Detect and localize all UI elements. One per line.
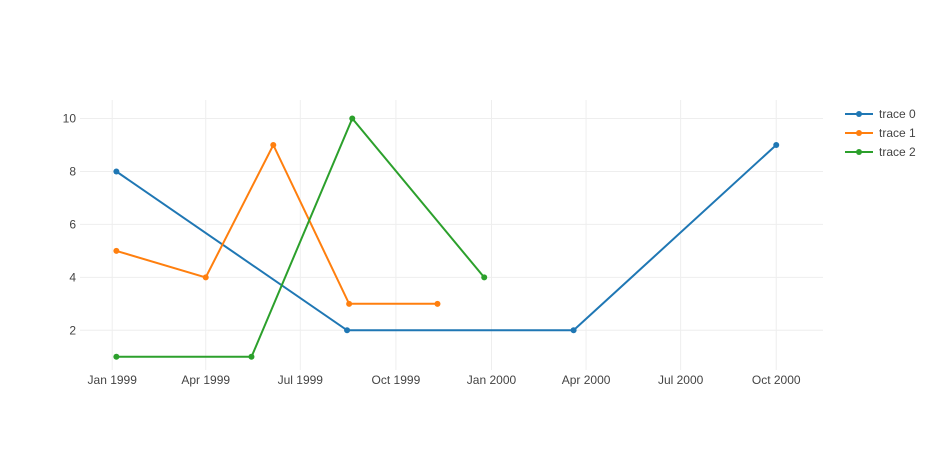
x-tick-label: Oct 2000 xyxy=(752,373,801,387)
legend-label: trace 1 xyxy=(879,126,916,140)
data-point xyxy=(248,353,255,360)
x-tick-label: Oct 1999 xyxy=(372,373,421,387)
data-point xyxy=(570,327,577,334)
data-point xyxy=(113,247,120,254)
legend[interactable]: trace 0 trace 1 trace 2 xyxy=(845,107,916,159)
data-point xyxy=(113,168,120,175)
x-tick-label: Apr 1999 xyxy=(181,373,230,387)
y-tick-label: 10 xyxy=(63,112,77,126)
data-point xyxy=(270,142,277,148)
x-tick-label: Jul 1999 xyxy=(278,373,324,387)
data-point xyxy=(434,300,441,307)
data-point xyxy=(349,115,356,122)
legend-label: trace 2 xyxy=(879,145,916,159)
legend-label: trace 0 xyxy=(879,107,916,121)
legend-item[interactable]: trace 0 xyxy=(845,107,916,121)
legend-item[interactable]: trace 1 xyxy=(845,126,916,140)
legend-swatch-marker xyxy=(856,111,862,117)
series-1 xyxy=(113,142,441,307)
series-2 xyxy=(113,115,488,360)
legend-swatch-marker xyxy=(856,149,862,155)
data-point xyxy=(346,300,353,307)
plot-area xyxy=(113,115,780,360)
x-tick-label: Apr 2000 xyxy=(562,373,611,387)
legend-item[interactable]: trace 2 xyxy=(845,145,916,159)
y-tick-label: 8 xyxy=(69,164,76,178)
data-point xyxy=(113,353,120,360)
x-axis: Jan 1999 Apr 1999 Jul 1999 Oct 1999 Jan 2000… xyxy=(88,373,801,387)
y-axis: 2 4 6 8 10 xyxy=(63,112,77,338)
data-point xyxy=(773,142,780,148)
series-line xyxy=(115,144,777,332)
y-tick-label: 2 xyxy=(69,323,76,337)
data-point xyxy=(344,327,351,334)
y-tick-label: 6 xyxy=(69,217,76,231)
y-tick-label: 4 xyxy=(69,270,76,284)
data-point xyxy=(202,274,209,281)
x-tick-label: Jan 1999 xyxy=(88,373,138,387)
x-tick-label: Jul 2000 xyxy=(658,373,704,387)
series-line xyxy=(116,116,485,358)
legend-swatch-marker xyxy=(856,130,862,136)
data-point xyxy=(481,274,488,281)
series-0 xyxy=(113,142,780,334)
x-tick-label: Jan 2000 xyxy=(467,373,517,387)
